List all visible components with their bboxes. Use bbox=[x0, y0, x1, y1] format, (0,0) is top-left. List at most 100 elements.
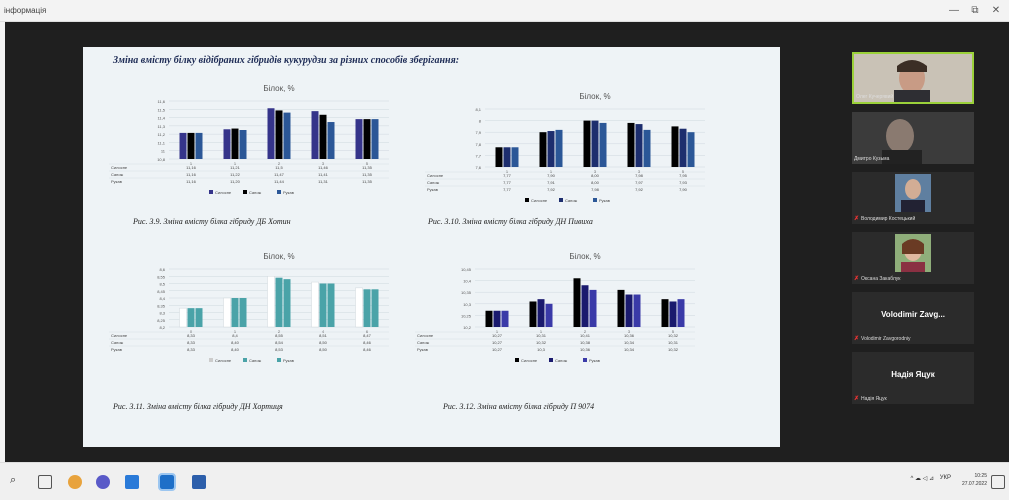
data-label: 10,36 bbox=[624, 333, 635, 338]
data-label: 8,33 bbox=[187, 333, 196, 338]
bar bbox=[617, 289, 625, 327]
data-label: 10,41 bbox=[580, 333, 591, 338]
legend-swatch bbox=[243, 358, 247, 362]
x-tick-label: 3 bbox=[322, 161, 325, 166]
participant-tile[interactable]: Дмитро Кузьма bbox=[852, 112, 974, 164]
bar bbox=[371, 289, 379, 327]
table-series-name: Рукав bbox=[427, 187, 438, 192]
data-label: 8,00 bbox=[591, 173, 600, 178]
restore-button[interactable]: ⧉ bbox=[971, 5, 979, 16]
y-tick-label: 10,25 bbox=[461, 313, 472, 318]
data-label: 7,92 bbox=[635, 187, 644, 192]
meeting-app-icon[interactable] bbox=[125, 475, 139, 489]
legend-swatch bbox=[243, 190, 247, 194]
data-label: 8,50 bbox=[319, 347, 328, 352]
data-label: 8,53 bbox=[275, 347, 284, 352]
y-tick-label: 10,45 bbox=[461, 267, 472, 272]
close-button[interactable]: ✕ bbox=[991, 5, 1001, 16]
caption-2: Рис. 3.10. Зміна вмісту білка гібриду ДН… bbox=[428, 217, 593, 226]
data-label: 11,35 bbox=[362, 172, 372, 177]
participant-tile[interactable]: Олег Кучерявий bbox=[852, 52, 974, 104]
bar bbox=[239, 130, 247, 159]
webcam-face-icon bbox=[854, 54, 972, 102]
meeting-stage: Зміна вмісту білку відібраних гібридів к… bbox=[5, 22, 1009, 462]
bar bbox=[679, 128, 687, 167]
bar bbox=[283, 279, 291, 327]
mic-muted-icon: ✗ bbox=[854, 396, 860, 402]
participant-tile[interactable]: ✗ Оксана Закаблук bbox=[852, 232, 974, 284]
table-series-name: Силосне bbox=[111, 165, 128, 170]
bar bbox=[179, 132, 187, 159]
x-tick-label: 1 bbox=[234, 329, 237, 334]
data-label: 11,16 bbox=[186, 172, 196, 177]
y-tick-label: 8,45 bbox=[157, 289, 166, 294]
table-series-name: Рукав bbox=[417, 347, 428, 352]
keyboard-language[interactable]: УКР bbox=[939, 475, 951, 481]
word-icon[interactable] bbox=[192, 475, 206, 489]
data-label: 11,5 bbox=[275, 165, 283, 170]
bar bbox=[633, 294, 641, 327]
data-label: 8,40 bbox=[231, 340, 240, 345]
y-tick-label: 11,5 bbox=[158, 107, 166, 112]
system-tray[interactable]: ^ ☁ ◁ ⊿ bbox=[910, 476, 934, 482]
data-label: 10,27 bbox=[492, 333, 503, 338]
search-icon[interactable]: ⌕ bbox=[10, 474, 17, 486]
y-tick-label: 7,7 bbox=[475, 153, 481, 158]
table-series-name: Рукав bbox=[111, 347, 122, 352]
browser-icon[interactable] bbox=[68, 475, 82, 489]
y-tick-label: 11,1 bbox=[158, 140, 166, 145]
y-tick-label: 8,1 bbox=[475, 107, 481, 112]
y-tick-label: 10,2 bbox=[463, 325, 472, 330]
data-label: 10,27 bbox=[492, 340, 503, 345]
bar bbox=[547, 131, 555, 167]
mic-muted-icon: ✗ bbox=[854, 276, 860, 282]
bar bbox=[179, 307, 187, 328]
bar bbox=[493, 310, 501, 327]
y-tick-label: 10,3 bbox=[463, 302, 472, 307]
clock-time: 10:25 bbox=[974, 473, 987, 479]
bar bbox=[327, 122, 335, 159]
notifications-icon[interactable] bbox=[991, 475, 1005, 489]
clock[interactable]: 10:25 27.07.2022 bbox=[962, 472, 987, 488]
legend-label: Сапож bbox=[249, 358, 262, 363]
y-tick-label: 10,8 bbox=[157, 157, 166, 162]
participant-tile[interactable]: ✗ Володимир Костецький bbox=[852, 172, 974, 224]
y-tick-label: 8,55 bbox=[157, 274, 166, 279]
minimize-button[interactable]: — bbox=[949, 5, 959, 16]
data-label: 8,33 bbox=[187, 340, 196, 345]
data-label: 10,31 bbox=[668, 340, 679, 345]
active-window-icon[interactable] bbox=[158, 473, 176, 491]
chat-app-icon[interactable] bbox=[96, 475, 110, 489]
y-tick-label: 8,2 bbox=[159, 325, 165, 330]
bar bbox=[187, 308, 195, 327]
x-tick-label: 6 bbox=[366, 329, 369, 334]
x-tick-label: 0 bbox=[190, 329, 193, 334]
bar bbox=[231, 298, 239, 327]
bar bbox=[311, 281, 319, 328]
data-label: 11,46 bbox=[318, 165, 328, 170]
data-label: 11,41 bbox=[318, 172, 328, 177]
chart-title: Білок, % bbox=[579, 92, 610, 101]
data-label: 11,21 bbox=[230, 165, 240, 170]
bar bbox=[503, 147, 511, 167]
data-label: 10,27 bbox=[492, 347, 503, 352]
table-series-name: Сапож bbox=[417, 340, 430, 345]
data-label: 8,46 bbox=[363, 340, 372, 345]
data-label: 11,35 bbox=[362, 179, 372, 184]
bar bbox=[677, 299, 685, 327]
slide-heading: Зміна вмісту білку відібраних гібридів к… bbox=[113, 55, 460, 66]
task-view-icon[interactable] bbox=[38, 475, 52, 489]
participant-tile[interactable]: Надія Яцук ✗ Надія Яцук bbox=[852, 352, 974, 404]
y-tick-label: 7,6 bbox=[475, 165, 481, 170]
bar bbox=[501, 310, 509, 327]
data-label: 8,51 bbox=[319, 333, 328, 338]
x-tick-label: 1 bbox=[540, 329, 543, 334]
data-label: 7,97 bbox=[635, 180, 644, 185]
legend-swatch bbox=[549, 358, 553, 362]
x-tick-label: 1 bbox=[496, 329, 499, 334]
y-tick-label: 8,25 bbox=[157, 318, 166, 323]
participant-tile[interactable]: Volodimir Zavg... ✗ Volodimir Zavgorodniy bbox=[852, 292, 974, 344]
participant-name: Оксана Закаблук bbox=[861, 276, 901, 282]
table-series-name: Сапож bbox=[111, 340, 124, 345]
data-label: 7,77 bbox=[503, 173, 512, 178]
